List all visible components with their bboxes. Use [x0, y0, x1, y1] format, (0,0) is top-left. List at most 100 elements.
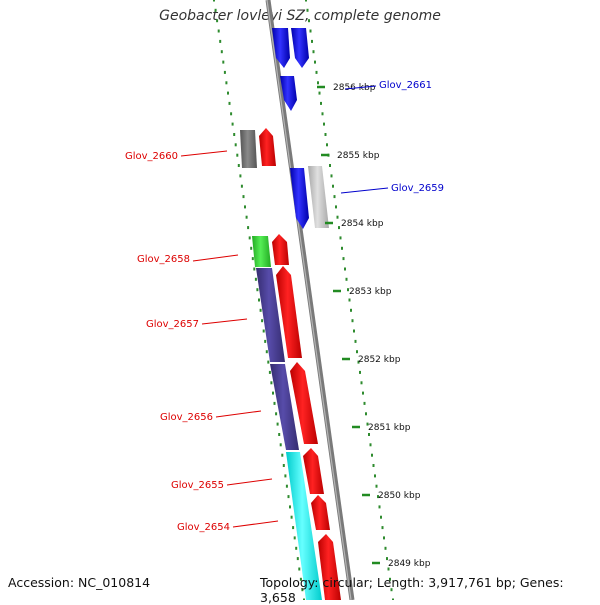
ring-dot [359, 370, 361, 374]
ring-dot [332, 184, 334, 188]
ring-dot [273, 401, 276, 405]
accession-text: Accession: NC_010814 [8, 575, 151, 590]
feature-indigo-lower [270, 364, 299, 450]
ring-dot [293, 536, 296, 540]
inner-dotted-ring [213, 0, 305, 600]
outer-dotted-ring [305, 0, 394, 600]
ring-dot [381, 526, 384, 530]
feature-lime [252, 236, 271, 267]
ring-dot [267, 360, 270, 364]
ring-dot [222, 60, 225, 64]
ring-dot [242, 195, 245, 199]
feature-lightgray [308, 166, 329, 228]
ring-dot [270, 381, 273, 385]
ring-dot [231, 122, 234, 126]
ring-dot [233, 133, 236, 136]
tick-label: 2850 kbp [378, 491, 421, 501]
feature-blue-2659 [290, 168, 309, 229]
ring-dot [276, 422, 279, 426]
ring-dot [253, 267, 256, 271]
ring-dot [353, 329, 355, 333]
ring-dot [268, 370, 271, 374]
ring-dot [356, 350, 358, 354]
ring-dot [350, 308, 352, 312]
ring-dot [217, 29, 220, 33]
gene-label: Glov_2657 [146, 319, 199, 330]
gene-leader-line [180, 150, 228, 157]
ring-dot [289, 505, 291, 509]
ring-dot [214, 8, 217, 12]
ring-dot [347, 288, 349, 292]
ring-dot [380, 515, 382, 519]
ring-dot [333, 195, 336, 199]
ring-dot [234, 143, 237, 147]
gene-label: Glov_2660 [125, 151, 178, 162]
ring-dot [389, 577, 391, 581]
ring-dot [272, 391, 274, 395]
ring-dot [318, 91, 321, 95]
ring-dot [299, 577, 302, 581]
ring-dot [281, 453, 284, 457]
ring-dot [292, 526, 295, 530]
feature-red-2654 [311, 495, 330, 530]
gene-leader-line [192, 254, 239, 262]
ring-dot [258, 298, 260, 302]
ring-dot [371, 453, 373, 457]
feature-blue-mid [280, 76, 297, 111]
ring-dot [335, 205, 337, 209]
ring-dot [383, 536, 385, 540]
ring-dot [308, 19, 310, 23]
feature-red-2658 [272, 234, 289, 265]
ring-dot [228, 101, 231, 105]
ring-dot [360, 381, 363, 385]
ring-dot [311, 39, 313, 43]
ring-dot [240, 184, 243, 188]
ring-dot [321, 112, 324, 116]
tick-label: 2851 kbp [368, 423, 411, 433]
tick-label: 2855 kbp [337, 151, 380, 161]
genome-summary-text: Topology: circular; Length: 3,917,761 bp… [260, 575, 564, 605]
gene-label: Glov_2661 [379, 80, 432, 91]
ring-dot [362, 391, 364, 395]
ring-dot [306, 8, 309, 12]
ring-dot [261, 319, 264, 323]
gene-leader-line [344, 85, 377, 90]
ring-dot [338, 226, 340, 230]
ring-dot [317, 81, 319, 85]
ring-dot [282, 464, 285, 467]
ring-dot [216, 19, 219, 23]
gene-label: Glov_2658 [137, 254, 190, 265]
ring-dot [213, 0, 215, 2]
feature-blue-top-b [291, 28, 309, 68]
ring-dot [250, 246, 253, 250]
ring-dot [323, 122, 325, 126]
ring-dot [345, 277, 348, 281]
backbone-line [265, 0, 355, 600]
ring-dot [336, 215, 339, 219]
tick-label: 2854 kbp [341, 219, 384, 229]
ring-dot [363, 401, 366, 405]
ring-dot [390, 588, 393, 592]
ring-dot [378, 505, 381, 509]
ring-dot [265, 350, 268, 354]
ring-dot [374, 474, 376, 478]
feature-gray-left [240, 130, 257, 168]
ring-dot [296, 557, 299, 561]
gene-leader-line [215, 410, 262, 418]
ring-dot [247, 226, 250, 230]
feature-cyan [286, 452, 322, 600]
ring-dot [341, 246, 343, 250]
feature-red-2656 [290, 362, 318, 444]
ring-dot [324, 133, 327, 136]
ring-dot [225, 81, 228, 85]
gene-leader-line [232, 520, 279, 528]
ring-dot [290, 515, 293, 519]
ring-dot [295, 546, 298, 550]
ring-dot [366, 422, 369, 426]
ring-dot [339, 236, 342, 240]
gene-label: Glov_2659 [391, 183, 444, 194]
ring-dot [372, 464, 375, 467]
tick-label: 2849 kbp [388, 559, 431, 569]
ring-dot [305, 0, 307, 2]
